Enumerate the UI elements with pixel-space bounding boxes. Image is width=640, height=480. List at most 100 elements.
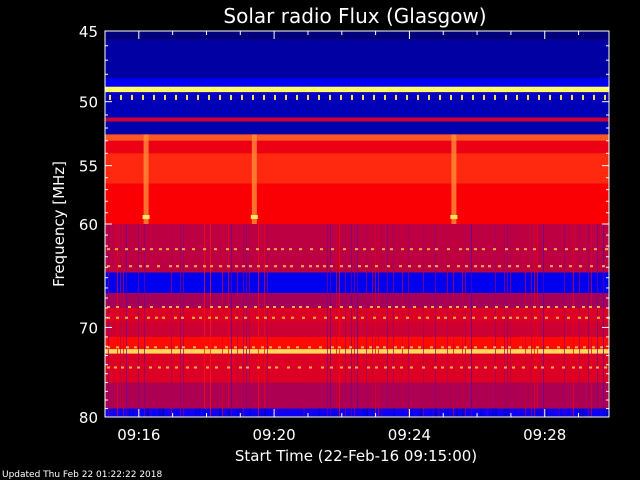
interference-dash xyxy=(441,346,444,349)
y-axis-label: Frequency [MHz] xyxy=(50,161,68,287)
noise-streak xyxy=(222,224,223,417)
interference-dash xyxy=(434,366,437,369)
noise-streak xyxy=(453,224,454,417)
interference-dash xyxy=(254,305,257,308)
interference-dash xyxy=(265,265,268,268)
interference-dash xyxy=(485,305,488,308)
low-streak xyxy=(393,408,395,417)
interference-dash xyxy=(331,346,334,349)
interference-dash xyxy=(545,316,548,319)
comb-mark xyxy=(241,94,243,100)
interference-dash xyxy=(266,305,269,308)
interference-dash xyxy=(174,316,177,319)
interference-dash xyxy=(565,248,568,251)
interference-dash xyxy=(215,316,218,319)
interference-dash xyxy=(349,305,352,308)
interference-dash xyxy=(199,316,202,319)
interference-dash xyxy=(562,366,565,369)
interference-dash xyxy=(538,265,541,268)
noise-streak xyxy=(351,224,352,417)
interference-dash xyxy=(299,305,302,308)
comb-mark xyxy=(472,94,474,100)
interference-dash xyxy=(447,265,450,268)
interference-dash xyxy=(290,265,293,268)
interference-dash xyxy=(418,265,421,268)
low-streak xyxy=(249,408,251,417)
interference-dash xyxy=(340,305,343,308)
noise-streak xyxy=(507,224,508,417)
interference-dash xyxy=(600,346,603,349)
interference-dash xyxy=(256,248,259,251)
interference-dash xyxy=(355,248,358,251)
low-streak xyxy=(120,408,122,417)
interference-dash xyxy=(169,305,172,308)
comb-mark xyxy=(263,94,265,100)
interference-dash xyxy=(331,248,334,251)
interference-dash xyxy=(387,265,390,268)
low-streak xyxy=(153,408,155,417)
interference-dash xyxy=(464,305,467,308)
frequency-band xyxy=(105,134,609,141)
noise-streak xyxy=(249,224,250,417)
interference-dash xyxy=(289,248,292,251)
low-streak xyxy=(363,408,365,417)
interference-dash xyxy=(488,265,491,268)
comb-mark xyxy=(296,94,298,100)
interference-dash xyxy=(572,366,575,369)
low-streak xyxy=(303,408,305,417)
interference-dash xyxy=(215,366,218,369)
low-streak xyxy=(564,408,566,417)
comb-mark xyxy=(439,94,441,100)
low-streak xyxy=(372,408,374,417)
low-streak xyxy=(597,408,599,417)
interference-dash xyxy=(554,248,557,251)
low-streak xyxy=(576,408,578,417)
interference-dash xyxy=(296,346,299,349)
low-streak xyxy=(510,408,512,417)
interference-dash xyxy=(150,305,153,308)
interference-dash xyxy=(107,305,110,308)
interference-dash xyxy=(272,316,275,319)
noise-streak xyxy=(393,224,394,417)
interference-dash xyxy=(371,248,374,251)
interference-dash xyxy=(185,265,188,268)
interference-dash xyxy=(166,366,169,369)
noise-streak xyxy=(345,224,346,417)
interference-dash xyxy=(264,316,267,319)
low-streak xyxy=(504,408,506,417)
interference-dash xyxy=(198,305,201,308)
comb-mark xyxy=(307,94,309,100)
comb-mark xyxy=(285,94,287,100)
interference-dash xyxy=(335,316,338,319)
interference-dash xyxy=(597,316,600,319)
low-streak xyxy=(579,408,581,417)
interference-dash xyxy=(309,265,312,268)
low-streak xyxy=(150,408,152,417)
low-streak xyxy=(162,408,164,417)
interference-dash xyxy=(116,346,119,349)
interference-dash xyxy=(181,316,184,319)
interference-dash xyxy=(282,316,285,319)
frequency-band xyxy=(105,140,609,154)
interference-dash xyxy=(278,346,281,349)
interference-dash xyxy=(589,366,592,369)
comb-mark xyxy=(329,94,331,100)
interference-dash xyxy=(559,265,562,268)
interference-dash xyxy=(605,248,608,251)
interference-dash xyxy=(557,346,560,349)
interference-dash xyxy=(320,248,323,251)
interference-dash xyxy=(157,265,160,268)
low-streak xyxy=(438,408,440,417)
noise-streak xyxy=(531,224,532,417)
interference-dash xyxy=(594,248,597,251)
interference-dash xyxy=(444,316,447,319)
interference-dash xyxy=(235,316,238,319)
noise-streak xyxy=(387,224,388,417)
noise-streak xyxy=(378,224,379,417)
interference-dash xyxy=(466,248,469,251)
interference-dash xyxy=(343,248,346,251)
noise-streak xyxy=(120,224,121,417)
comb-mark xyxy=(230,94,232,100)
interference-dash xyxy=(482,248,485,251)
